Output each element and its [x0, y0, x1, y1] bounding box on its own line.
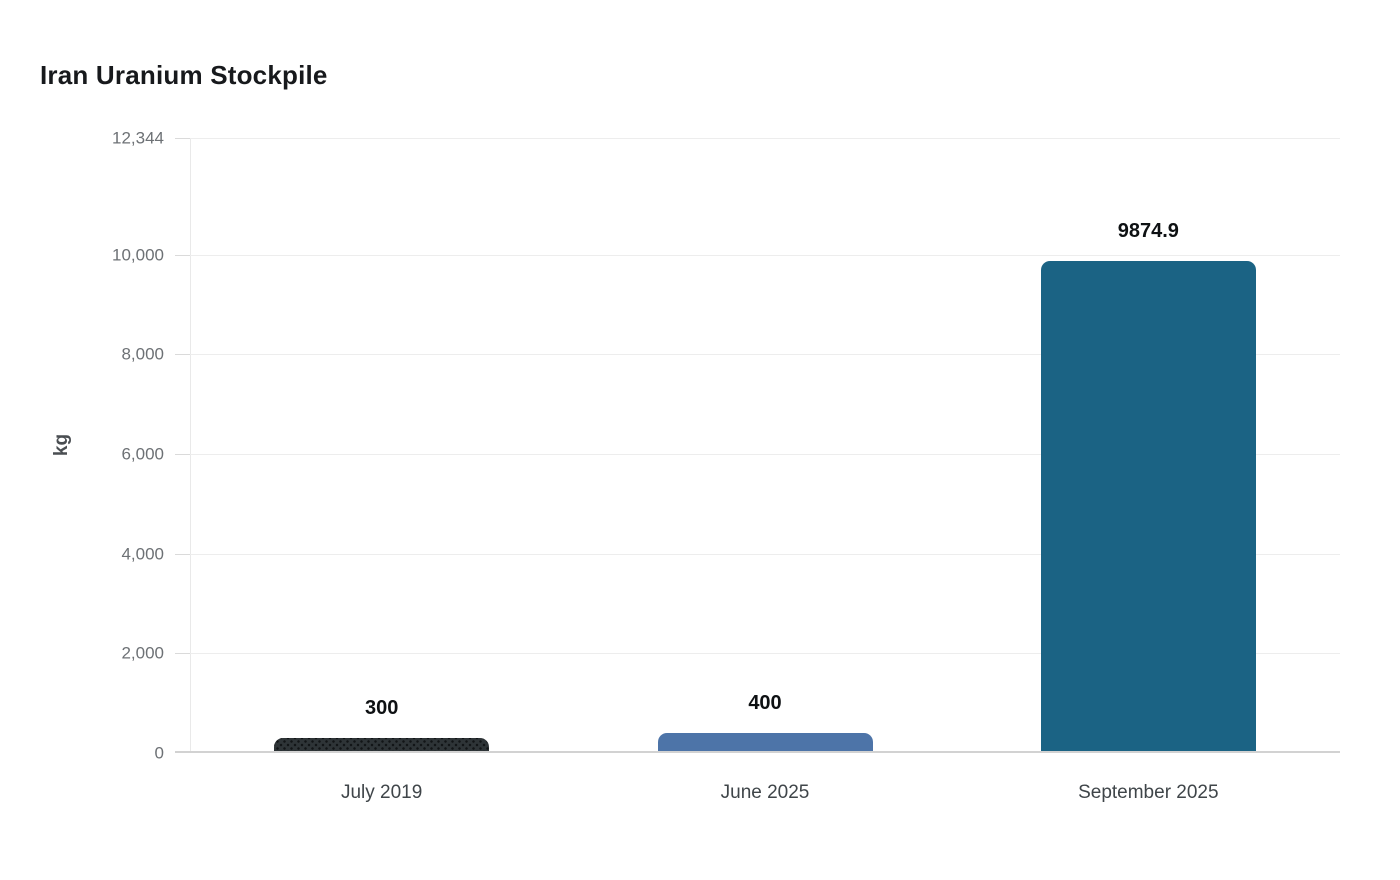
chart-title: Iran Uranium Stockpile [40, 60, 328, 90]
y-axis-line [190, 138, 191, 753]
y-tick-mark-12344 [175, 138, 190, 139]
x-tick-label-september-2025: September 2025 [1078, 782, 1219, 803]
value-label-july-2019: 300 [364, 697, 399, 719]
gridline-12344 [175, 138, 1340, 139]
gridline-8000 [175, 354, 1340, 356]
y-tick-label-10000: 10,000 [112, 245, 164, 265]
gridline-6000 [175, 454, 1340, 456]
y-tick-label-0: 0 [154, 743, 164, 763]
y-tick-mark-6000 [175, 454, 190, 456]
value-label-september-2025: 9874.9 [1117, 220, 1179, 242]
x-tick-label-june-2025: June 2025 [720, 782, 810, 803]
bar-september-2025 [1040, 261, 1256, 753]
y-tick-label-6000: 6,000 [121, 444, 164, 464]
y-tick-label-2000: 2,000 [121, 643, 164, 663]
gridline-4000 [175, 553, 1340, 555]
gridline-10000 [175, 254, 1340, 256]
y-tick-label-12344: 12,344 [112, 128, 164, 148]
y-tick-mark-8000 [175, 354, 190, 356]
bar-june-2025 [657, 733, 873, 753]
y-tick-label-8000: 8,000 [121, 344, 164, 364]
y-tick-mark-2000 [175, 653, 190, 655]
y-tick-mark-4000 [175, 553, 190, 555]
value-label-june-2025: 400 [748, 692, 782, 714]
y-axis-title: kg [51, 433, 72, 457]
plot-area: 0 2,000 4,000 6,000 8,000 10,000 12,344 300 July… [112, 130, 1340, 802]
y-tick-mark-10000 [175, 254, 190, 256]
y-tick-label-4000: 4,000 [121, 544, 164, 564]
bar-july-2019 [274, 738, 490, 753]
gridline-2000 [175, 653, 1340, 655]
x-tick-label-july-2019: July 2019 [340, 782, 423, 803]
x-axis-line [175, 751, 1340, 753]
